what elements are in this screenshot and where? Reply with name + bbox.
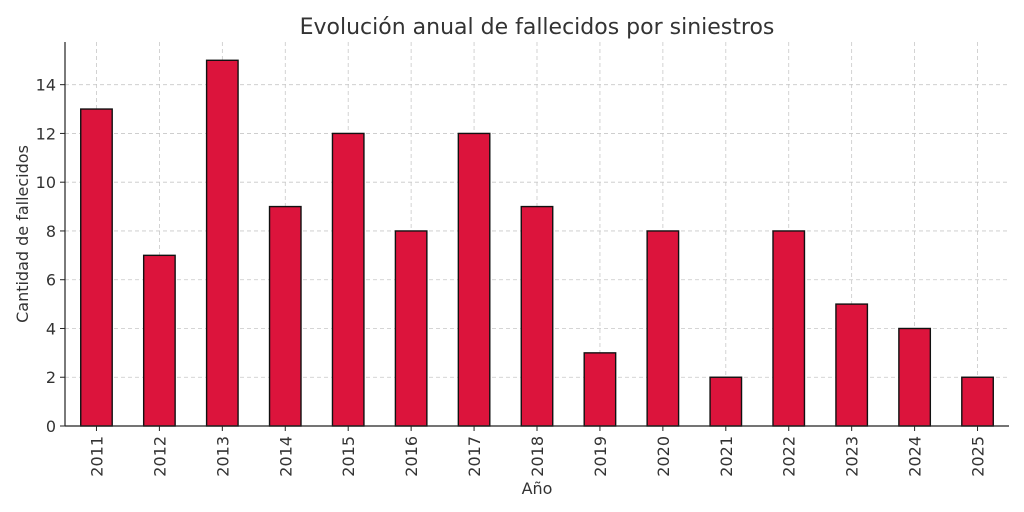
x-tick-label: 2018 [528, 436, 547, 477]
bar-2016 [394, 230, 428, 427]
x-tick-label: 2023 [843, 436, 862, 477]
bar-2014 [268, 205, 302, 427]
bar-2015 [331, 132, 365, 427]
x-tick-label: 2020 [654, 436, 673, 477]
y-tick-label: 14 [36, 76, 56, 95]
x-tick-label: 2014 [276, 436, 295, 477]
bar-2022 [772, 230, 806, 427]
y-tick-label: 6 [46, 271, 56, 290]
bar-2013 [205, 59, 239, 427]
ticks: 0 2 4 6 8 10 12 14 2011 2012 2013 2014 2015 2016 2017 2… [36, 76, 988, 477]
y-axis-title: Cantidad de fallecidos [13, 145, 32, 323]
y-tick-label: 0 [46, 417, 56, 436]
bar-2018 [520, 205, 554, 427]
x-tick-label: 2013 [213, 436, 232, 477]
x-tick-label: 2015 [339, 436, 358, 477]
y-tick-label: 12 [36, 124, 56, 143]
y-tick-label: 10 [36, 173, 56, 192]
y-tick-label: 2 [46, 368, 56, 387]
y-tick-label: 8 [46, 222, 56, 241]
bar-2024 [898, 327, 932, 427]
bar-2012 [142, 254, 176, 427]
x-tick-label: 2012 [150, 436, 169, 477]
chart-title: Evolución anual de fallecidos por sinies… [300, 15, 775, 40]
bar-2025 [961, 376, 994, 427]
x-tick-label: 2025 [969, 436, 988, 477]
bar-2011 [80, 108, 113, 427]
x-tick-label: 2016 [402, 436, 421, 477]
bar-2017 [457, 132, 491, 427]
x-tick-label: 2017 [465, 436, 484, 477]
bar-2023 [835, 303, 869, 427]
bar-2021 [709, 376, 743, 427]
bars [80, 59, 994, 427]
x-tick-label: 2022 [780, 436, 799, 477]
x-tick-label: 2024 [906, 436, 925, 477]
y-tick-label: 4 [46, 319, 56, 338]
bar-2019 [583, 352, 617, 427]
x-tick-label: 2021 [717, 436, 736, 477]
x-axis-title: Año [522, 479, 553, 498]
bar-2020 [646, 230, 680, 427]
x-tick-label: 2019 [591, 436, 610, 477]
x-tick-label: 2011 [87, 436, 106, 477]
